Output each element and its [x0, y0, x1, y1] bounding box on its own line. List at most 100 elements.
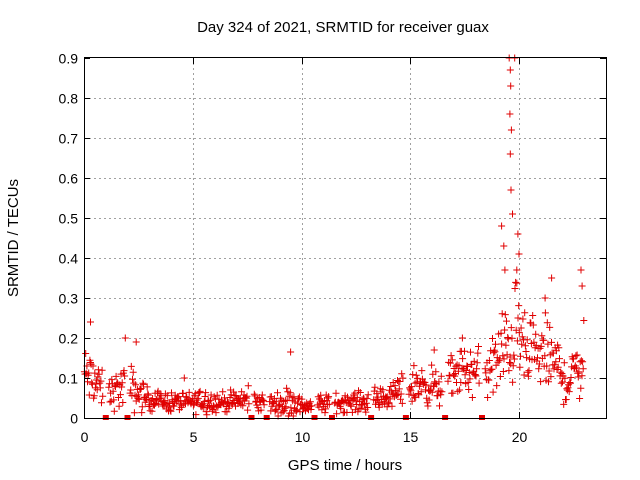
data-point: [504, 335, 512, 343]
data-point: [577, 357, 585, 365]
data-point: [224, 399, 232, 407]
y-tick-label: 0: [70, 411, 78, 427]
data-point: [523, 336, 531, 344]
data-point: [418, 367, 426, 375]
data-point: [428, 361, 436, 369]
data-point: [515, 329, 523, 337]
data-point: [129, 368, 137, 376]
data-point: [574, 369, 582, 377]
data-point: [509, 378, 517, 386]
data-gap-marker: [102, 415, 109, 420]
y-tick-label: 0.8: [59, 91, 79, 107]
data-point: [260, 397, 267, 405]
data-point: [257, 406, 265, 414]
data-point: [576, 395, 584, 402]
data-point: [325, 400, 333, 408]
data-point: [274, 389, 281, 397]
data-point: [489, 388, 497, 396]
data-point: [92, 380, 100, 388]
data-point: [506, 66, 514, 74]
data-point: [148, 407, 156, 415]
data-point: [397, 395, 404, 403]
data-point: [385, 399, 393, 407]
data-point: [387, 383, 395, 390]
data-point: [459, 355, 467, 363]
data-point: [144, 390, 152, 398]
data-point: [410, 362, 418, 370]
data-point: [498, 310, 506, 318]
data-point: [383, 394, 390, 402]
data-point: [110, 396, 118, 404]
data-gap-marker: [311, 415, 318, 420]
plot-frame: [84, 57, 607, 419]
data-point: [552, 358, 560, 366]
data-point: [296, 408, 304, 416]
data-point: [167, 407, 175, 415]
data-gap-marker: [479, 415, 485, 420]
data-point: [250, 390, 258, 398]
data-point: [275, 402, 283, 410]
data-point: [307, 406, 315, 413]
data-point: [298, 395, 306, 403]
data-point: [143, 396, 151, 403]
data-point: [467, 348, 474, 356]
data-point: [566, 379, 574, 386]
data-point: [143, 383, 151, 391]
data-point: [503, 317, 510, 325]
data-point: [193, 396, 201, 404]
data-point: [501, 326, 509, 334]
data-point: [281, 404, 289, 412]
data-point: [353, 393, 361, 401]
data-point: [515, 302, 523, 310]
data-point: [454, 367, 462, 375]
data-point: [93, 386, 101, 394]
data-point: [489, 335, 496, 342]
data-point: [509, 210, 516, 218]
data-point: [500, 355, 508, 363]
data-point: [280, 397, 288, 405]
data-point: [127, 386, 135, 394]
data-point: [452, 362, 460, 370]
data-point: [352, 397, 360, 405]
data-point: [449, 389, 457, 397]
x-tick-label: 5: [190, 429, 198, 445]
data-point: [509, 362, 517, 370]
data-point: [363, 395, 371, 403]
data-point: [337, 404, 345, 412]
data-point: [461, 347, 468, 355]
data-point: [244, 382, 252, 390]
data-point: [360, 395, 368, 403]
data-point: [448, 356, 456, 364]
y-tick-label: 0.2: [59, 331, 79, 347]
data-point: [288, 409, 295, 417]
data-point: [515, 250, 523, 258]
data-point: [517, 324, 525, 332]
data-point: [482, 369, 490, 377]
data-point: [144, 391, 152, 399]
data-point: [87, 360, 95, 368]
data-point: [127, 362, 135, 370]
data-point: [496, 373, 504, 380]
data-point: [132, 381, 140, 389]
data-point: [110, 407, 118, 415]
data-point: [473, 365, 481, 373]
data-point: [447, 352, 455, 360]
data-point: [487, 347, 495, 355]
data-point: [96, 384, 104, 392]
data-point: [260, 401, 268, 409]
data-point: [474, 349, 482, 357]
data-point: [518, 340, 526, 348]
data-point: [506, 110, 514, 118]
data-point: [560, 400, 568, 408]
data-point: [85, 369, 93, 377]
y-tick-labels: 0 0.1 0.2 0.3 0.4 0.5 0.6 0.7 0.8 0.9: [59, 51, 79, 427]
data-point: [259, 396, 267, 404]
data-point: [508, 334, 516, 342]
data-point: [364, 391, 372, 399]
data-point: [458, 334, 466, 342]
data-point: [521, 342, 529, 350]
data-point: [202, 408, 210, 416]
data-gap-marker: [124, 415, 131, 420]
data-point: [475, 343, 482, 350]
